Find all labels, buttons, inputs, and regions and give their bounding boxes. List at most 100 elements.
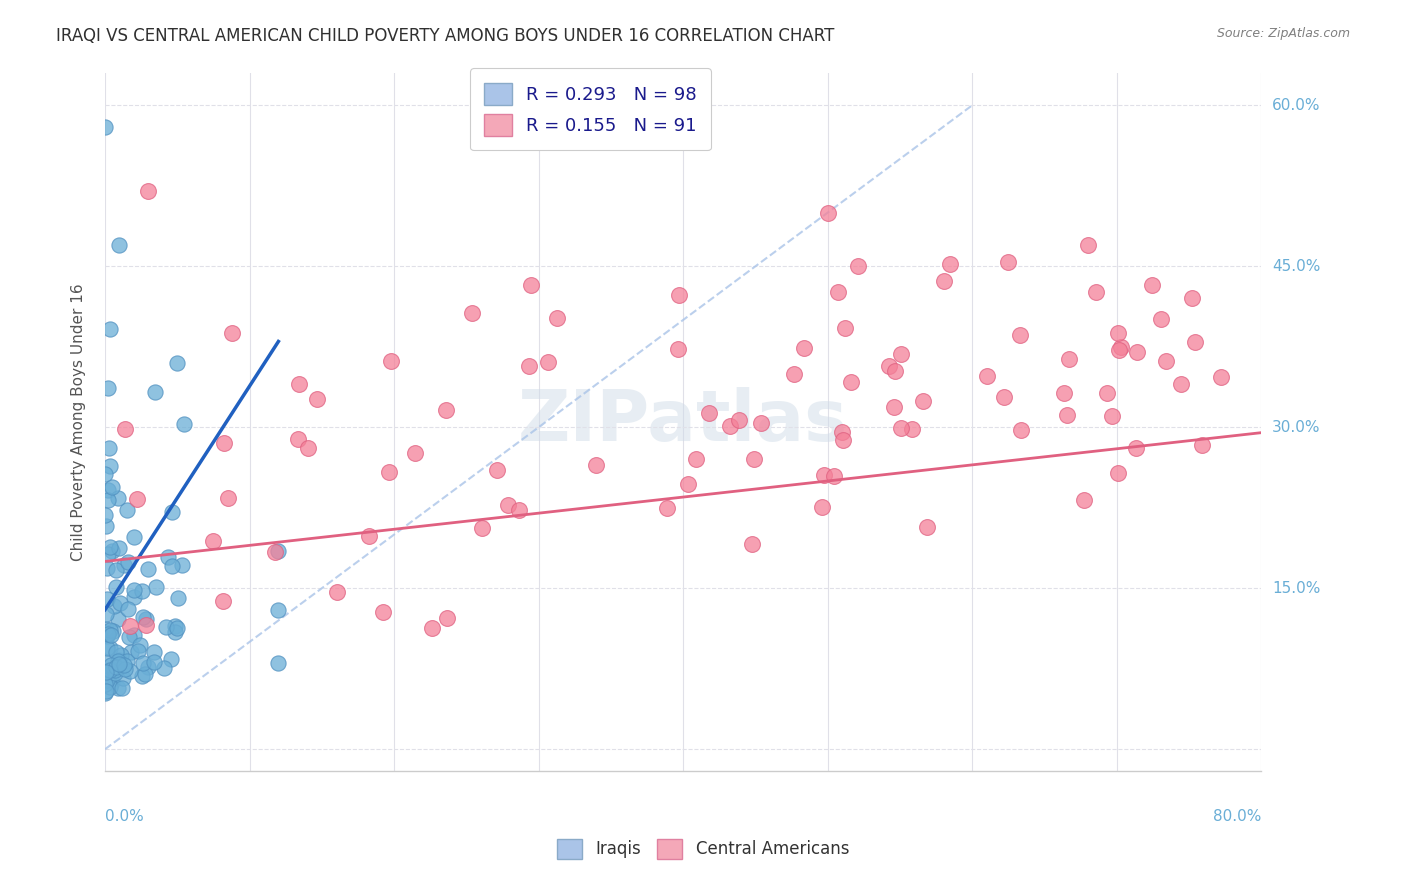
Point [108, 238, 131, 252]
Central Americans [357, 529, 380, 543]
Central Americans [678, 477, 700, 491]
Central Americans [697, 406, 720, 420]
Iraqis [96, 629, 118, 643]
Legend: R = 0.293   N = 98, R = 0.155   N = 91: R = 0.293 N = 98, R = 0.155 N = 91 [470, 69, 711, 150]
Iraqis [108, 596, 131, 610]
Iraqis [107, 612, 129, 626]
Iraqis [96, 561, 118, 575]
Central Americans [912, 394, 935, 409]
Iraqis [159, 652, 181, 666]
Iraqis [100, 544, 122, 558]
Text: IRAQI VS CENTRAL AMERICAN CHILD POVERTY AMONG BOYS UNDER 16 CORRELATION CHART: IRAQI VS CENTRAL AMERICAN CHILD POVERTY … [56, 27, 835, 45]
Iraqis [94, 665, 117, 679]
Iraqis [166, 621, 188, 635]
Central Americans [915, 520, 938, 534]
Central Americans [264, 545, 287, 559]
Iraqis [96, 607, 118, 622]
Central Americans [1191, 438, 1213, 452]
Central Americans [1095, 385, 1118, 400]
Iraqis [170, 558, 193, 572]
Central Americans [939, 257, 962, 271]
Iraqis [173, 417, 195, 432]
Iraqis [103, 599, 125, 613]
Central Americans [470, 520, 492, 534]
Iraqis [111, 671, 134, 685]
Central Americans [461, 306, 484, 320]
Central Americans [288, 376, 311, 391]
Iraqis [107, 491, 129, 506]
Central Americans [1125, 442, 1147, 456]
Central Americans [404, 446, 426, 460]
Iraqis [100, 628, 122, 642]
Central Americans [217, 491, 239, 505]
Iraqis [160, 504, 183, 518]
Central Americans [976, 369, 998, 384]
Central Americans [212, 436, 235, 450]
Iraqis [96, 641, 118, 656]
Text: ZIPatlas: ZIPatlas [517, 387, 848, 457]
Iraqis [97, 548, 120, 562]
Central Americans [373, 605, 395, 619]
Iraqis [97, 483, 120, 497]
Iraqis [104, 563, 127, 577]
Central Americans [212, 594, 235, 608]
Iraqis [108, 657, 131, 671]
Iraqis [100, 658, 122, 673]
Iraqis [97, 493, 120, 508]
Central Americans [742, 452, 765, 467]
Central Americans [932, 274, 955, 288]
Iraqis [122, 590, 145, 604]
Central Americans [221, 326, 243, 341]
Iraqis [131, 669, 153, 683]
Central Americans [831, 425, 853, 440]
Central Americans [884, 364, 907, 378]
Central Americans [1126, 345, 1149, 359]
Iraqis [120, 664, 142, 678]
Iraqis [98, 540, 121, 554]
Iraqis [97, 627, 120, 641]
Iraqis [122, 530, 145, 544]
Iraqis [94, 622, 117, 636]
Central Americans [1053, 385, 1076, 400]
Central Americans [1170, 376, 1192, 391]
Iraqis [114, 662, 136, 676]
Iraqis [115, 654, 138, 668]
Central Americans [823, 469, 845, 483]
Central Americans [1184, 334, 1206, 349]
Central Americans [890, 346, 912, 360]
Central Americans [1154, 354, 1177, 368]
Central Americans [520, 277, 543, 292]
Central Americans [1010, 328, 1032, 343]
Y-axis label: Child Poverty Among Boys Under 16: Child Poverty Among Boys Under 16 [72, 283, 86, 561]
Central Americans [305, 392, 328, 406]
Iraqis [118, 631, 141, 645]
Text: 45.0%: 45.0% [1272, 259, 1320, 274]
Iraqis [267, 543, 290, 558]
Iraqis [104, 663, 127, 677]
Central Americans [1181, 292, 1204, 306]
Central Americans [846, 259, 869, 273]
Iraqis [100, 674, 122, 689]
Iraqis [101, 480, 124, 494]
Central Americans [1084, 285, 1107, 299]
Iraqis [135, 612, 157, 626]
Iraqis [94, 686, 117, 700]
Iraqis [122, 583, 145, 598]
Iraqis [112, 658, 135, 673]
Central Americans [377, 466, 399, 480]
Point [138, 184, 160, 198]
Iraqis [96, 673, 118, 687]
Central Americans [1101, 409, 1123, 423]
Central Americans [1108, 343, 1130, 357]
Iraqis [98, 458, 121, 473]
Iraqis [138, 562, 160, 576]
Iraqis [122, 628, 145, 642]
Central Americans [657, 500, 679, 515]
Central Americans [135, 618, 157, 632]
Central Americans [434, 403, 457, 417]
Iraqis [136, 660, 159, 674]
Iraqis [115, 503, 138, 517]
Iraqis [94, 683, 117, 698]
Central Americans [751, 416, 773, 430]
Central Americans [827, 285, 849, 300]
